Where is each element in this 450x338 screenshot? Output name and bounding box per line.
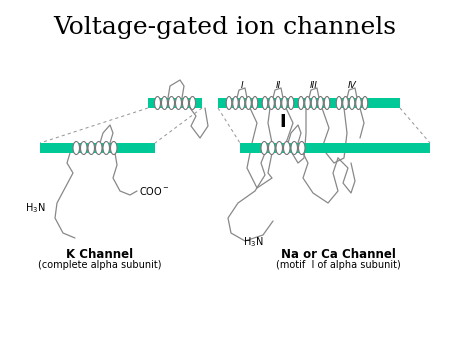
- Text: Na or Ca Channel: Na or Ca Channel: [280, 248, 396, 261]
- Ellipse shape: [189, 97, 195, 110]
- Text: H$_3$N: H$_3$N: [243, 235, 263, 249]
- Bar: [218, 98, 400, 108]
- Text: II: II: [275, 81, 281, 90]
- Ellipse shape: [343, 97, 348, 110]
- Ellipse shape: [95, 142, 102, 154]
- Ellipse shape: [269, 97, 274, 110]
- Ellipse shape: [81, 142, 87, 154]
- Ellipse shape: [275, 97, 281, 110]
- Ellipse shape: [88, 142, 94, 154]
- Text: H$_3$N: H$_3$N: [25, 201, 45, 215]
- Ellipse shape: [233, 97, 238, 110]
- Ellipse shape: [226, 97, 232, 110]
- Ellipse shape: [246, 97, 251, 110]
- Bar: [148, 98, 202, 108]
- Ellipse shape: [73, 142, 80, 154]
- Ellipse shape: [356, 97, 361, 110]
- Ellipse shape: [162, 97, 167, 110]
- Ellipse shape: [288, 97, 294, 110]
- Text: Voltage-gated ion channels: Voltage-gated ion channels: [54, 16, 396, 39]
- Bar: [40, 143, 155, 153]
- Ellipse shape: [252, 97, 258, 110]
- Text: K Channel: K Channel: [67, 248, 134, 261]
- Ellipse shape: [168, 97, 175, 110]
- Bar: [240, 143, 430, 153]
- Text: COO$^-$: COO$^-$: [139, 185, 170, 197]
- Ellipse shape: [154, 97, 161, 110]
- Text: III: III: [310, 81, 318, 90]
- Ellipse shape: [239, 97, 245, 110]
- Ellipse shape: [305, 97, 310, 110]
- Ellipse shape: [284, 142, 290, 154]
- Text: I: I: [241, 81, 243, 90]
- Ellipse shape: [111, 142, 117, 154]
- Ellipse shape: [282, 97, 287, 110]
- Ellipse shape: [311, 97, 317, 110]
- Ellipse shape: [262, 97, 268, 110]
- Ellipse shape: [176, 97, 181, 110]
- Ellipse shape: [269, 142, 275, 154]
- Ellipse shape: [349, 97, 355, 110]
- Ellipse shape: [324, 97, 330, 110]
- Ellipse shape: [336, 97, 342, 110]
- Ellipse shape: [183, 97, 189, 110]
- Text: (complete alpha subunit): (complete alpha subunit): [38, 260, 162, 270]
- Ellipse shape: [103, 142, 109, 154]
- Ellipse shape: [318, 97, 323, 110]
- Ellipse shape: [362, 97, 368, 110]
- Ellipse shape: [291, 142, 297, 154]
- Text: (motif  I of alpha subunit): (motif I of alpha subunit): [275, 260, 400, 270]
- Ellipse shape: [276, 142, 283, 154]
- Ellipse shape: [298, 97, 304, 110]
- Text: I: I: [280, 113, 286, 131]
- Ellipse shape: [298, 142, 305, 154]
- Text: IV: IV: [347, 81, 356, 90]
- Ellipse shape: [261, 142, 267, 154]
